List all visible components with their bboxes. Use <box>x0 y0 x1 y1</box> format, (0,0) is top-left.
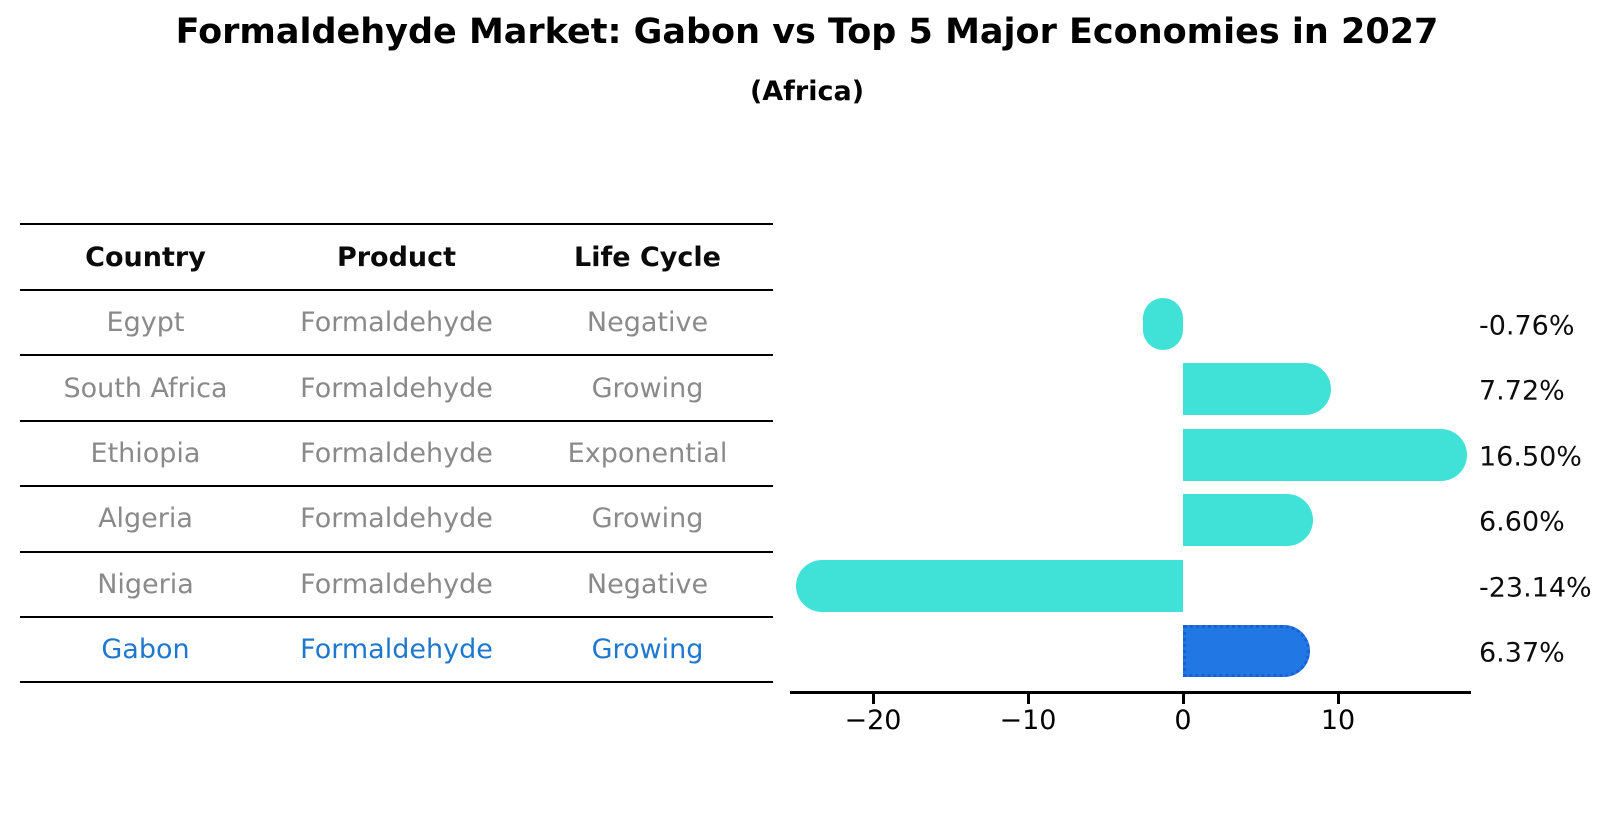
value-label: 16.50% <box>1479 441 1582 473</box>
table-cell-country: Egypt <box>106 307 185 339</box>
table-cell-country: South Africa <box>63 372 228 404</box>
table-cell-product: Formaldehyde <box>300 568 493 600</box>
value-label: 6.60% <box>1479 506 1565 538</box>
x-axis-tick-label: −10 <box>999 705 1057 736</box>
chart-title: Formaldehyde Market: Gabon vs Top 5 Majo… <box>175 12 1439 52</box>
table-cell-life-cycle: Growing <box>591 372 704 404</box>
data-table: Country Product Life Cycle Egypt Formaldehy… <box>20 223 773 684</box>
table-row: Egypt Formaldehyde Negative <box>20 291 773 357</box>
x-axis-tick-label: 10 <box>1320 705 1356 736</box>
table-cell-country: Nigeria <box>97 568 194 600</box>
table-cell-product: Formaldehyde <box>300 634 493 666</box>
value-label: -23.14% <box>1479 572 1592 604</box>
table-cell-life-cycle: Growing <box>591 503 704 535</box>
x-axis-tick-label: −20 <box>844 705 902 736</box>
table-row: South Africa Formaldehyde Growing <box>20 356 773 422</box>
bar-south-africa <box>1183 363 1331 416</box>
x-axis-tick <box>871 694 875 704</box>
table-cell-life-cycle: Negative <box>586 307 709 339</box>
table-cell-life-cycle: Negative <box>586 568 709 600</box>
value-label: 6.37% <box>1479 637 1565 669</box>
table-cell-product: Formaldehyde <box>300 372 493 404</box>
x-axis-tick <box>1181 694 1185 704</box>
bar-ethiopia <box>1183 428 1467 481</box>
value-label: 7.72% <box>1479 375 1565 407</box>
table-cell-life-cycle: Growing <box>591 634 704 666</box>
table-header-row: Country Product Life Cycle <box>20 225 773 291</box>
table-cell-country: Ethiopia <box>90 437 201 469</box>
bar-gabon <box>1183 625 1310 677</box>
x-axis-tick <box>1026 694 1030 704</box>
bar-algeria <box>1183 494 1314 547</box>
table-header-cell: Country <box>85 241 206 273</box>
table-row: Gabon Formaldehyde Growing <box>20 618 773 684</box>
table-cell-life-cycle: Exponential <box>567 437 728 469</box>
table-cell-product: Formaldehyde <box>300 437 493 469</box>
chart-subtitle: (Africa) <box>749 76 865 107</box>
table-row: Ethiopia Formaldehyde Exponential <box>20 422 773 488</box>
table-cell-product: Formaldehyde <box>300 307 493 339</box>
x-axis-line <box>790 691 1471 694</box>
table-cell-country: Gabon <box>101 634 190 666</box>
bar-nigeria <box>796 559 1183 612</box>
bar-egypt <box>1143 298 1183 350</box>
x-axis-tick <box>1336 694 1340 704</box>
table-header-cell: Product <box>336 241 457 273</box>
table-cell-product: Formaldehyde <box>300 503 493 535</box>
value-label: -0.76% <box>1479 310 1575 342</box>
x-axis-tick-label: 0 <box>1174 705 1192 736</box>
table-row: Nigeria Formaldehyde Negative <box>20 553 773 618</box>
table-cell-country: Algeria <box>98 503 193 535</box>
table-row: Algeria Formaldehyde Growing <box>20 487 773 553</box>
table-header-cell: Life Cycle <box>574 241 721 273</box>
